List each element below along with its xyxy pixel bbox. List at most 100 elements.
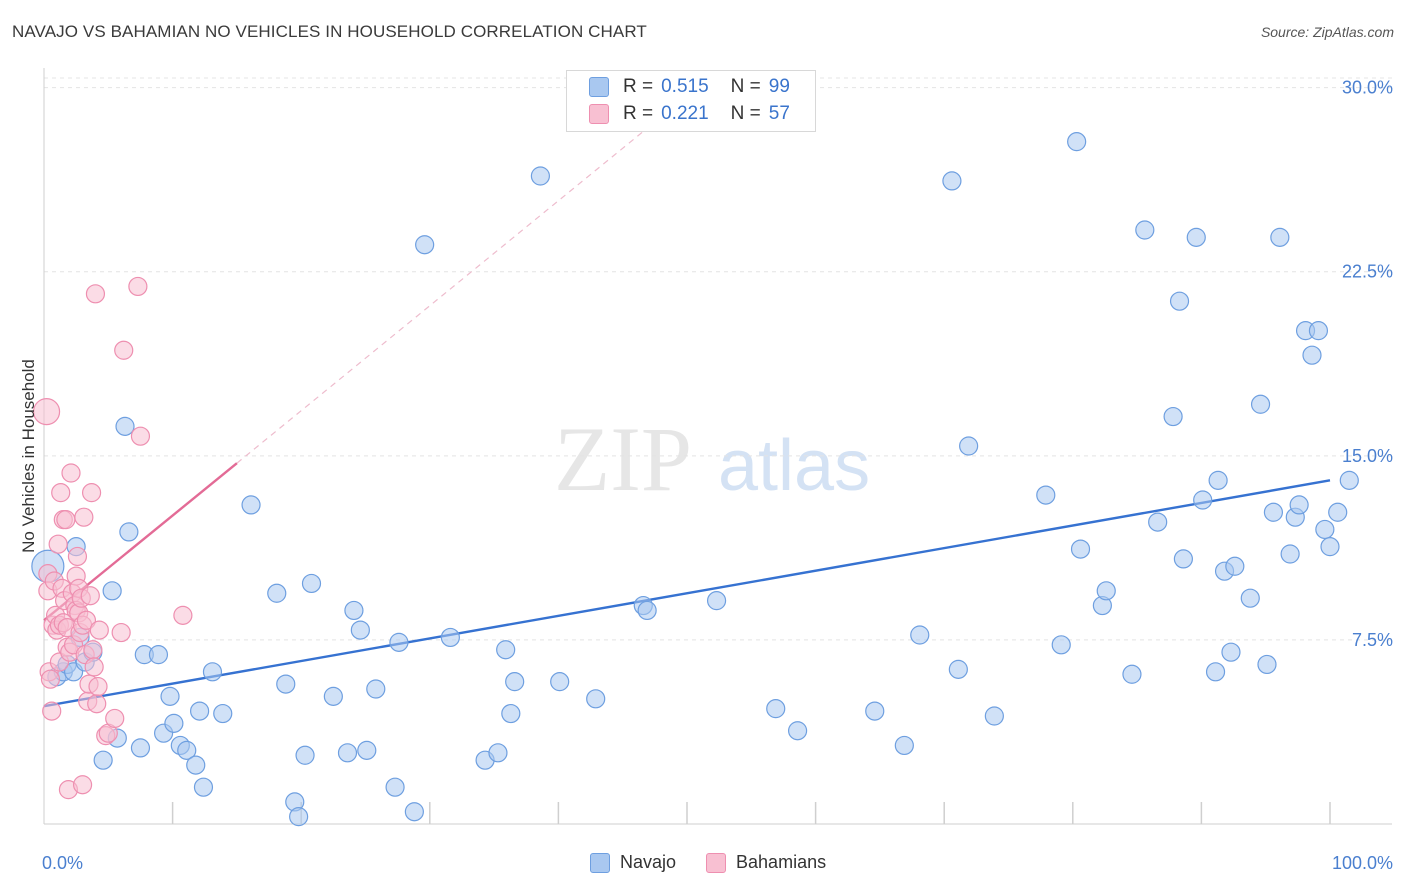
point-navajo (1320, 537, 1340, 557)
series-legend-bahamians[interactable]: Bahamians (706, 852, 826, 873)
point-navajo (1205, 662, 1226, 682)
legend-n-label: N = (730, 103, 761, 124)
point-navajo (323, 686, 343, 706)
point-navajo (1221, 642, 1241, 662)
point-navajo (530, 166, 550, 186)
point-navajo (1308, 321, 1329, 341)
point-navajo (119, 522, 139, 542)
point-navajo (404, 802, 424, 822)
point-bahamians (76, 610, 97, 630)
legend-n-value-bahamians: 57 (768, 103, 790, 124)
point-navajo (193, 777, 214, 797)
point-navajo (267, 583, 287, 603)
point-navajo (93, 750, 113, 770)
point-bahamians (74, 507, 94, 527)
point-navajo (984, 706, 1004, 726)
point-navajo (1148, 512, 1168, 532)
point-navajo (190, 701, 210, 721)
point-navajo (1270, 227, 1290, 247)
point-navajo (1186, 227, 1206, 247)
data-points (31, 132, 1359, 827)
series-navajo (31, 132, 1359, 827)
point-navajo (1173, 549, 1193, 569)
legend-row-navajo: R = 0.515 N = 99 (589, 75, 812, 99)
point-navajo (1051, 635, 1071, 655)
point-navajo (1122, 664, 1142, 684)
series-bahamians (32, 276, 193, 800)
point-navajo (1339, 470, 1359, 490)
point-navajo (357, 740, 377, 760)
legend-r-label: R = (623, 103, 654, 124)
y-tick-label: 30.0% (1342, 78, 1393, 98)
chart-title: NAVAJO VS BAHAMIAN NO VEHICLES IN HOUSEH… (12, 22, 647, 41)
y-tick-label: 7.5% (1352, 630, 1393, 650)
point-bahamians (72, 775, 93, 795)
watermark-atlas: atlas (718, 426, 870, 506)
y-tick-labels: 7.5% 15.0% 22.5% 30.0% (1342, 78, 1393, 650)
point-navajo (295, 745, 315, 765)
point-navajo (289, 807, 309, 827)
point-navajo (337, 743, 358, 763)
point-bahamians (105, 708, 125, 729)
point-bahamians (32, 398, 61, 426)
point-bahamians (88, 676, 108, 697)
point-navajo (186, 755, 206, 775)
point-bahamians (89, 620, 109, 640)
point-navajo (102, 581, 122, 601)
point-navajo (1257, 654, 1277, 675)
x-ticks (171, 802, 1331, 824)
point-navajo (1096, 581, 1116, 601)
point-bahamians (84, 657, 104, 677)
point-navajo (350, 620, 370, 640)
x-tick-labels: 0.0% 100.0% (42, 853, 1393, 873)
point-navajo (1240, 588, 1260, 608)
point-bahamians (87, 694, 107, 714)
point-bahamians (114, 340, 134, 360)
point-navajo (202, 662, 223, 682)
point-navajo (1193, 490, 1213, 510)
y-tick-label: 22.5% (1342, 262, 1393, 282)
x-tick-label: 100.0% (1332, 853, 1393, 873)
point-navajo (241, 495, 261, 515)
point-navajo (177, 740, 197, 760)
y-tick-label: 15.0% (1342, 446, 1393, 466)
point-navajo (115, 416, 135, 436)
series-legend-navajo[interactable]: Navajo (590, 852, 676, 873)
point-navajo (637, 600, 657, 621)
point-navajo (586, 689, 606, 709)
point-navajo (766, 699, 786, 719)
point-navajo (164, 713, 184, 733)
point-navajo (1225, 556, 1245, 576)
point-bahamians (56, 510, 76, 530)
point-navajo (1169, 291, 1190, 311)
point-bahamians (61, 463, 81, 483)
point-bahamians (42, 701, 62, 721)
trend-extension-bahamians (236, 121, 656, 464)
legend-n-label: N = (730, 76, 761, 97)
point-navajo (213, 703, 233, 724)
point-navajo (1280, 544, 1300, 564)
point-navajo (130, 738, 151, 758)
series-swatch-navajo (590, 852, 610, 873)
point-navajo (959, 436, 979, 456)
point-navajo (894, 735, 914, 756)
legend-swatch-navajo (589, 77, 609, 97)
point-navajo (1135, 220, 1155, 240)
series-swatch-bahamians (706, 852, 727, 873)
series-legend: Navajo Bahamians (590, 852, 856, 873)
legend-n-value-navajo: 99 (768, 76, 790, 97)
point-navajo (1302, 345, 1322, 365)
trend-line-navajo (43, 479, 1331, 708)
point-navajo (1208, 470, 1228, 490)
point-navajo (550, 672, 570, 692)
legend-row-bahamians: R = 0.221 N = 57 (589, 102, 812, 126)
point-navajo (1036, 485, 1056, 505)
point-bahamians (85, 284, 106, 304)
point-navajo (787, 721, 808, 741)
legend-swatch-bahamians (589, 104, 609, 124)
point-navajo (415, 235, 435, 255)
x-tick-label: 0.0% (42, 853, 83, 873)
point-navajo (1263, 502, 1284, 522)
series-label-navajo: Navajo (620, 852, 677, 872)
